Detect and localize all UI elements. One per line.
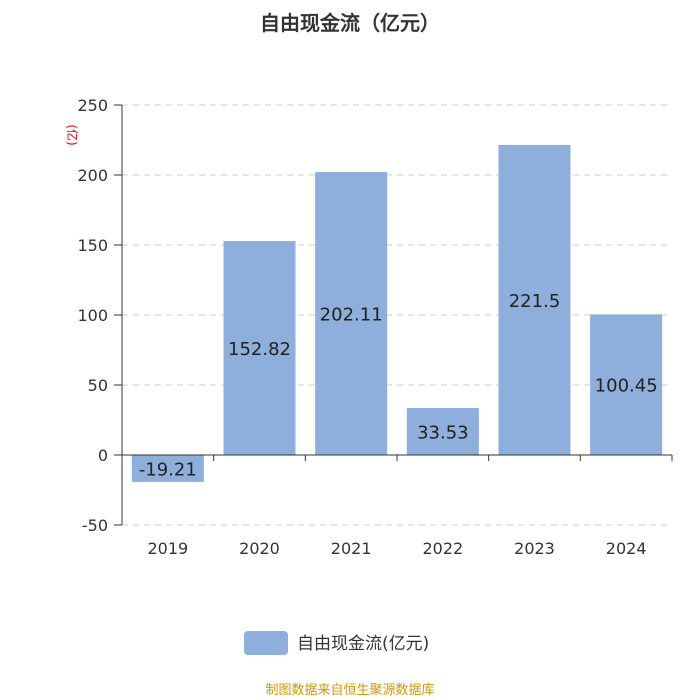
x-tick-label: 2023 [514,539,555,558]
data-label: 202.11 [320,305,383,326]
x-tick-label: 2021 [331,539,372,558]
x-tick-label: 2019 [147,539,188,558]
bar-2019[interactable] [131,455,204,482]
legend[interactable]: 自由现金流(亿元) [244,631,429,655]
data-source-note: 制图数据来自恒生聚源数据库 [265,682,434,698]
bars [131,144,663,482]
data-label: 100.45 [595,376,658,397]
data-label: -19.21 [139,459,197,480]
y-tick-label: 200 [77,166,108,185]
y-tick-label: 150 [77,236,108,255]
data-label: 33.53 [417,423,469,444]
x-tick-label: 2024 [606,539,647,558]
data-labels: -19.21 152.82 202.11 33.53 221.5 100.45 [139,291,658,480]
bar-2024[interactable] [590,314,663,455]
chart-title: 自由现金流（亿元） [260,11,440,35]
y-tick-label: 0 [98,446,108,465]
x-axis: 2019 2020 2021 2022 2023 2024 [121,454,673,558]
legend-label[interactable]: 自由现金流(亿元) [297,634,429,654]
y-axis-unit-label: (亿) [65,124,80,145]
y-tick-label: 50 [88,376,108,395]
x-tick-label: 2022 [422,539,463,558]
data-label: 152.82 [228,339,291,360]
y-tick-label: 100 [77,306,108,325]
bar-2021[interactable] [315,172,388,455]
bar-2020[interactable] [223,241,296,455]
bar-2022[interactable] [406,408,479,455]
y-tick-label: 250 [77,96,108,115]
y-axis: 250 200 150 100 50 0 -50 [77,96,123,535]
x-tick-label: 2020 [239,539,280,558]
grid-lines [122,104,672,526]
legend-swatch[interactable] [244,631,288,655]
bar-2023[interactable] [498,144,571,455]
data-label: 221.5 [509,291,561,312]
y-tick-label: -50 [82,516,108,535]
